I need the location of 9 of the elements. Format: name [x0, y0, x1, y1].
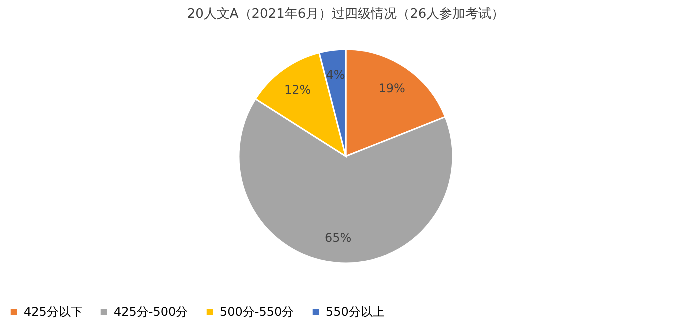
chart-title: 20人文A（2021年6月）过四级情况（26人参加考试）	[187, 7, 505, 22]
legend-label: 425分-500分	[114, 305, 188, 320]
data-label: 19%	[378, 82, 406, 96]
legend-label: 425分以下	[24, 305, 83, 320]
data-label: 12%	[284, 83, 312, 98]
legend-label: 500分-550分	[220, 305, 294, 320]
legend-label: 550分以上	[326, 305, 385, 320]
data-label: 4%	[326, 68, 346, 82]
data-label: 65%	[324, 231, 352, 246]
